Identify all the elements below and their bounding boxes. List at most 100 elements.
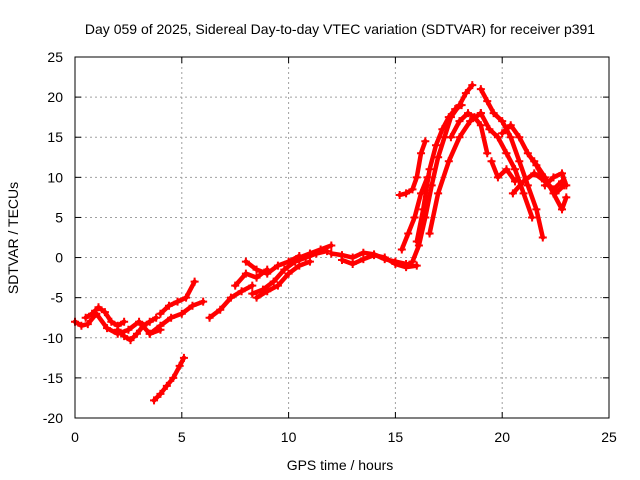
data-point <box>498 117 507 126</box>
plot-frame <box>74 56 610 419</box>
data-point <box>444 113 453 122</box>
data-point <box>231 281 240 290</box>
data-point <box>444 157 453 166</box>
series-line <box>297 243 334 260</box>
data-point <box>538 233 547 242</box>
data-point <box>327 249 336 258</box>
data-point <box>402 261 411 270</box>
data-point <box>216 305 225 314</box>
data-point <box>493 133 502 142</box>
data-point <box>269 277 278 286</box>
data-point <box>457 101 466 110</box>
data-point <box>498 129 507 138</box>
data-point <box>103 324 112 333</box>
y-tick-label: 15 <box>47 129 63 145</box>
data-point <box>402 189 411 198</box>
y-tick-label: 0 <box>55 250 63 266</box>
data-point <box>338 255 346 264</box>
data-point <box>316 245 325 254</box>
data-point <box>391 259 400 268</box>
series-morning-bump <box>156 277 199 318</box>
data-point <box>273 281 282 290</box>
x-tick-label: 15 <box>388 429 404 445</box>
x-tick-label: 10 <box>281 429 297 445</box>
data-point <box>515 157 524 166</box>
data-point <box>502 149 511 158</box>
data-point <box>145 317 154 326</box>
series-morning-rise <box>145 297 208 338</box>
data-point <box>412 261 421 270</box>
data-point <box>464 109 473 118</box>
data-point <box>263 269 272 278</box>
data-point <box>438 125 447 134</box>
data-point <box>483 97 492 106</box>
data-point <box>461 89 470 98</box>
data-point <box>485 125 494 134</box>
data-point <box>487 157 496 166</box>
series-late-afternoon-c <box>476 85 547 242</box>
y-tick-labels: -20 -15 -10 -5 0 5 10 15 20 25 <box>43 49 63 426</box>
data-point <box>404 229 413 238</box>
y-tick-label: 10 <box>47 169 63 185</box>
data-point <box>558 169 567 178</box>
series-early-bump <box>81 303 129 330</box>
data-point <box>162 381 171 390</box>
y-tick-label: 5 <box>55 209 63 225</box>
data-point <box>177 309 186 318</box>
y-axis-label: SDTVAR / TECUs <box>5 182 21 294</box>
x-axis-label: GPS time / hours <box>287 457 394 473</box>
series-evening-b <box>530 157 571 214</box>
data-point <box>248 289 257 298</box>
data-point <box>295 253 304 262</box>
data-point <box>152 313 161 322</box>
data-point <box>305 257 314 266</box>
data-point <box>237 287 246 296</box>
data-point <box>412 237 421 246</box>
data-point <box>519 189 528 198</box>
data-point <box>562 181 571 190</box>
x-tick-label: 5 <box>178 429 186 445</box>
data-point <box>425 165 434 174</box>
data-point <box>135 317 144 326</box>
series-evening-c <box>540 169 571 190</box>
data-point <box>530 157 539 166</box>
data-point <box>549 189 558 198</box>
x-tick-label: 20 <box>494 429 510 445</box>
data-point <box>540 181 549 190</box>
y-tick-label: -20 <box>43 410 63 426</box>
data-point <box>156 389 165 398</box>
series-line <box>510 171 567 196</box>
data-point <box>483 149 492 158</box>
data-point <box>190 277 199 286</box>
data-point <box>295 261 304 270</box>
series-line <box>448 110 490 156</box>
data-point <box>359 255 368 264</box>
y-tick-label: -5 <box>51 290 64 306</box>
data-point <box>511 165 520 174</box>
data-point <box>523 181 532 190</box>
data-point <box>77 321 86 330</box>
series-descent-d <box>476 109 537 222</box>
chart-title: Day 059 of 2025, Sidereal Day-to-day VTE… <box>85 21 595 37</box>
data-point <box>248 281 257 290</box>
data-point <box>397 245 406 254</box>
data-point <box>100 308 109 317</box>
data-point <box>417 149 426 158</box>
series-line <box>254 259 313 300</box>
x-tick-label: 25 <box>601 429 617 445</box>
data-point <box>528 213 537 222</box>
series-line <box>542 171 569 188</box>
series-line <box>489 159 518 184</box>
data-point <box>252 265 261 274</box>
data-point <box>83 320 92 329</box>
data-point <box>434 189 443 198</box>
series-midday-2 <box>338 251 421 272</box>
data-point <box>446 133 455 142</box>
x-tick-labels: 0 5 10 15 20 25 <box>71 429 617 445</box>
data-point <box>476 85 485 94</box>
data-point <box>124 325 133 334</box>
data-point <box>175 361 184 370</box>
y-tick-label: 20 <box>47 89 63 105</box>
data-point <box>167 313 176 322</box>
